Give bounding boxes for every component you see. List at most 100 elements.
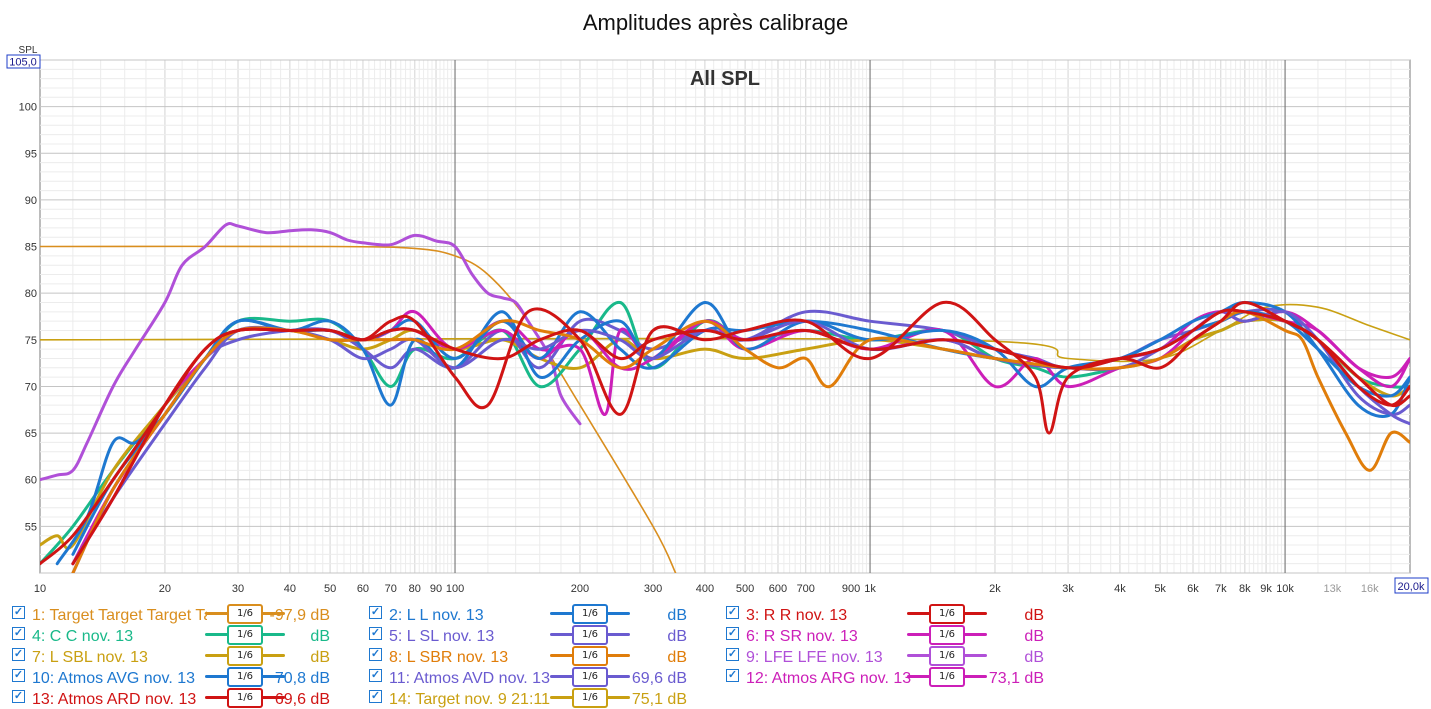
x-tick-label: 400 (696, 583, 714, 595)
smoothing-badge[interactable]: 1/6 (572, 688, 608, 708)
legend-checkbox[interactable]: ✓ (726, 669, 739, 682)
y-tick-label: 75 (25, 335, 37, 347)
legend-checkbox[interactable]: ✓ (369, 606, 382, 619)
legend-swatch[interactable]: 1/6 (907, 666, 987, 687)
y-tick-label: 100 (19, 102, 37, 114)
x-axis-ticks: 10 20 30 40 50 60 70 80 90 100 200 300 400 500 600 700 9… (34, 583, 1379, 595)
legend-swatch[interactable]: 1/6 (550, 687, 630, 708)
x-tick-label: 5k (1154, 583, 1166, 595)
x-tick-label: 30 (232, 583, 244, 595)
legend-checkbox[interactable]: ✓ (12, 606, 25, 619)
legend-item[interactable]: ✓ 3: R R nov. 13 1/6 dB (726, 603, 1086, 624)
legend-item[interactable]: ✓ 12: Atmos ARG nov. 13 1/6 73,1 dB (726, 666, 1086, 687)
legend-checkbox[interactable]: ✓ (369, 648, 382, 661)
legend-swatch[interactable]: 1/6 (205, 603, 285, 624)
legend-swatch[interactable]: 1/6 (550, 624, 630, 645)
legend-item[interactable]: ✓ 2: L L nov. 13 1/6 dB (369, 603, 729, 624)
legend-item[interactable]: ✓ 14: Target nov. 9 21:11 1/6 75,1 dB (369, 687, 729, 708)
legend-checkbox[interactable]: ✓ (12, 690, 25, 703)
y-tick-label: 60 (25, 475, 37, 487)
legend-value: dB (1024, 607, 1044, 624)
spl-chart[interactable]: 55 60 65 70 75 80 85 90 95 100 10 20 30 40 50 60 70 80 90… (0, 0, 1431, 603)
smoothing-badge[interactable]: 1/6 (227, 646, 263, 666)
legend-item[interactable]: ✓ 1: Target Target Target Target T 1/6 -97,… (12, 603, 372, 624)
legend-item[interactable]: ✓ 4: C C nov. 13 1/6 dB (12, 624, 372, 645)
legend-checkbox[interactable]: ✓ (12, 648, 25, 661)
legend-value: 70,8 dB (274, 670, 330, 687)
series-line-1 (40, 245, 677, 573)
legend-checkbox[interactable]: ✓ (12, 669, 25, 682)
y-axis-label: SPL (19, 45, 38, 56)
x-tick-label: 4k (1114, 583, 1126, 595)
legend-item[interactable]: ✓ 6: R SR nov. 13 1/6 dB (726, 624, 1086, 645)
legend-swatch[interactable]: 1/6 (550, 666, 630, 687)
y-axis-ticks: 55 60 65 70 75 80 85 90 95 100 (19, 102, 37, 534)
x-max-box[interactable] (1394, 577, 1429, 594)
x-max-value[interactable]: 20,0k (1398, 581, 1425, 593)
legend-series-name: 1: Target Target Target Target T (32, 607, 207, 624)
y-tick-label: 65 (25, 428, 37, 440)
legend-swatch[interactable]: 1/6 (205, 624, 285, 645)
legend-value: dB (667, 607, 687, 624)
legend-swatch[interactable]: 1/6 (550, 645, 630, 666)
legend-item[interactable]: ✓ 10: Atmos AVG nov. 13 1/6 70,8 dB (12, 666, 372, 687)
smoothing-badge[interactable]: 1/6 (227, 667, 263, 687)
legend: ✓ 1: Target Target Target Target T 1/6 -97,… (0, 603, 1431, 709)
legend-checkbox[interactable]: ✓ (12, 627, 25, 640)
smoothing-badge[interactable]: 1/6 (227, 688, 263, 708)
legend-checkbox[interactable]: ✓ (726, 627, 739, 640)
legend-swatch[interactable]: 1/6 (205, 645, 285, 666)
legend-item[interactable]: ✓ 9: LFE LFE nov. 13 1/6 dB (726, 645, 1086, 666)
legend-item[interactable]: ✓ 7: L SBL nov. 13 1/6 dB (12, 645, 372, 666)
smoothing-badge[interactable]: 1/6 (572, 667, 608, 687)
legend-series-name: 10: Atmos AVG nov. 13 (32, 670, 196, 687)
legend-swatch[interactable]: 1/6 (205, 666, 285, 687)
legend-swatch[interactable]: 1/6 (907, 645, 987, 666)
smoothing-badge[interactable]: 1/6 (929, 604, 965, 624)
legend-swatch[interactable]: 1/6 (907, 603, 987, 624)
smoothing-badge[interactable]: 1/6 (572, 646, 608, 666)
x-tick-label: 8k (1239, 583, 1251, 595)
legend-checkbox[interactable]: ✓ (369, 690, 382, 703)
legend-series-name: 12: Atmos ARG nov. 13 (746, 670, 912, 687)
legend-value: dB (310, 649, 330, 666)
legend-checkbox[interactable]: ✓ (726, 648, 739, 661)
legend-value: dB (310, 628, 330, 645)
x-tick-label: 300 (644, 583, 662, 595)
legend-series-name: 14: Target nov. 9 21:11 (389, 691, 551, 708)
x-tick-label: 7k (1215, 583, 1227, 595)
legend-checkbox[interactable]: ✓ (369, 627, 382, 640)
x-tick-label: 60 (357, 583, 369, 595)
smoothing-badge[interactable]: 1/6 (572, 625, 608, 645)
x-tick-label: 20 (159, 583, 171, 595)
legend-item[interactable]: ✓ 13: Atmos ARD nov. 13 1/6 69,6 dB (12, 687, 372, 708)
legend-series-name: 9: LFE LFE nov. 13 (746, 649, 883, 666)
plot-area[interactable] (39, 59, 1411, 574)
x-tick-label: 700 (797, 583, 815, 595)
legend-series-name: 5: L SL nov. 13 (389, 628, 495, 645)
legend-checkbox[interactable]: ✓ (726, 606, 739, 619)
legend-value: 69,6 dB (631, 670, 687, 687)
y-tick-label: 85 (25, 242, 37, 254)
smoothing-badge[interactable]: 1/6 (929, 625, 965, 645)
x-tick-label: 2k (989, 583, 1001, 595)
x-tick-label: 3k (1062, 583, 1074, 595)
legend-swatch[interactable]: 1/6 (550, 603, 630, 624)
legend-swatch[interactable]: 1/6 (205, 687, 285, 708)
smoothing-badge[interactable]: 1/6 (572, 604, 608, 624)
legend-item[interactable]: ✓ 11: Atmos AVD nov. 13 1/6 69,6 dB (369, 666, 729, 687)
legend-value: dB (1024, 649, 1044, 666)
smoothing-badge[interactable]: 1/6 (227, 604, 263, 624)
smoothing-badge[interactable]: 1/6 (227, 625, 263, 645)
legend-item[interactable]: ✓ 5: L SL nov. 13 1/6 dB (369, 624, 729, 645)
y-max-box[interactable] (6, 54, 41, 69)
y-max-value[interactable]: 105,0 (9, 57, 37, 69)
legend-checkbox[interactable]: ✓ (369, 669, 382, 682)
x-tick-label: 600 (769, 583, 787, 595)
series-line-13 (71, 308, 1410, 566)
smoothing-badge[interactable]: 1/6 (929, 646, 965, 666)
smoothing-badge[interactable]: 1/6 (929, 667, 965, 687)
legend-swatch[interactable]: 1/6 (907, 624, 987, 645)
legend-item[interactable]: ✓ 8: L SBR nov. 13 1/6 dB (369, 645, 729, 666)
y-tick-label: 95 (25, 148, 37, 160)
